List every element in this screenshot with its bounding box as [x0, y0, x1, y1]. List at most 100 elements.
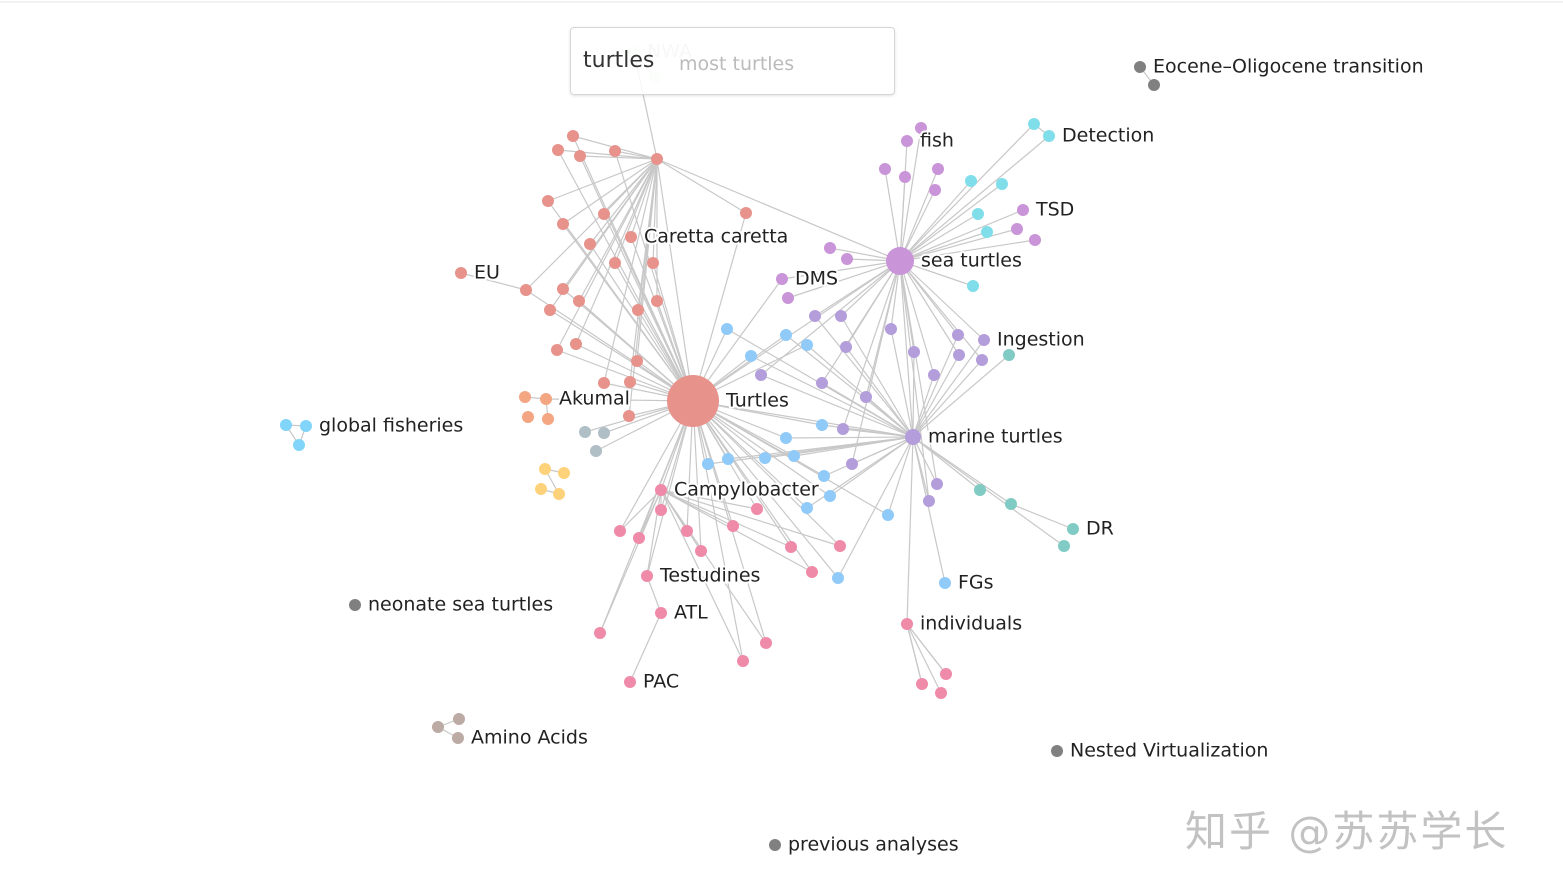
labeled-node[interactable]	[540, 393, 552, 405]
labeled-node[interactable]	[655, 484, 667, 496]
node[interactable]	[953, 349, 965, 361]
node[interactable]	[552, 144, 564, 156]
node[interactable]	[702, 458, 714, 470]
node[interactable]	[553, 488, 565, 500]
node[interactable]	[584, 238, 596, 250]
labeled-node[interactable]	[1017, 204, 1029, 216]
labeled-node[interactable]	[624, 676, 636, 688]
node[interactable]	[280, 419, 292, 431]
node[interactable]	[935, 687, 947, 699]
node[interactable]	[801, 339, 813, 351]
node-label[interactable]: Nested Virtualization	[1068, 738, 1270, 764]
node[interactable]	[535, 483, 547, 495]
node[interactable]	[806, 566, 818, 578]
search-suggestion[interactable]: most turtles	[679, 53, 795, 75]
node-label[interactable]: ATL	[672, 600, 710, 626]
node[interactable]	[598, 377, 610, 389]
node[interactable]	[837, 423, 849, 435]
node-label[interactable]: Detection	[1060, 123, 1156, 149]
node[interactable]	[834, 540, 846, 552]
node[interactable]	[737, 655, 749, 667]
node-label[interactable]: sea turtles	[919, 248, 1024, 274]
node[interactable]	[818, 470, 830, 482]
node-label[interactable]: PAC	[641, 669, 681, 695]
node[interactable]	[570, 338, 582, 350]
labeled-node[interactable]	[455, 267, 467, 279]
node[interactable]	[916, 678, 928, 690]
labeled-node[interactable]	[300, 420, 312, 432]
node[interactable]	[623, 410, 635, 422]
node[interactable]	[557, 283, 569, 295]
node[interactable]	[801, 502, 813, 514]
node[interactable]	[579, 426, 591, 438]
node-label[interactable]: Testudines	[657, 563, 762, 589]
node[interactable]	[651, 153, 663, 165]
node[interactable]	[573, 295, 585, 307]
node[interactable]	[824, 490, 836, 502]
node[interactable]	[1148, 79, 1160, 91]
node[interactable]	[835, 310, 847, 322]
node[interactable]	[932, 163, 944, 175]
labeled-node[interactable]	[901, 618, 913, 630]
labeled-node[interactable]	[655, 607, 667, 619]
node[interactable]	[824, 242, 836, 254]
node[interactable]	[1011, 223, 1023, 235]
node-label[interactable]: Eocene–Oligocene transition	[1151, 54, 1426, 80]
labeled-node[interactable]	[978, 334, 990, 346]
node[interactable]	[520, 284, 532, 296]
node[interactable]	[1058, 540, 1070, 552]
node-label[interactable]: FGs	[956, 570, 996, 596]
labeled-node[interactable]	[886, 247, 914, 275]
node[interactable]	[952, 329, 964, 341]
node[interactable]	[788, 450, 800, 462]
labeled-node[interactable]	[625, 231, 637, 243]
node-label[interactable]: DR	[1084, 516, 1116, 542]
labeled-node[interactable]	[452, 732, 464, 744]
node[interactable]	[908, 346, 920, 358]
node[interactable]	[1029, 234, 1041, 246]
node[interactable]	[981, 226, 993, 238]
search-box[interactable]: turtles most turtles	[570, 27, 895, 95]
node[interactable]	[542, 413, 554, 425]
node[interactable]	[727, 520, 739, 532]
node[interactable]	[923, 495, 935, 507]
node[interactable]	[567, 130, 579, 142]
node[interactable]	[632, 304, 644, 316]
node[interactable]	[832, 572, 844, 584]
node[interactable]	[760, 637, 772, 649]
labeled-node[interactable]	[349, 599, 361, 611]
node[interactable]	[929, 184, 941, 196]
node[interactable]	[751, 503, 763, 515]
labeled-node[interactable]	[776, 273, 788, 285]
node[interactable]	[293, 439, 305, 451]
node-label[interactable]: Ingestion	[995, 327, 1087, 353]
node-label[interactable]: neonate sea turtles	[366, 592, 555, 618]
node[interactable]	[840, 341, 852, 353]
node[interactable]	[782, 292, 794, 304]
labeled-node[interactable]	[905, 429, 921, 445]
node[interactable]	[594, 627, 606, 639]
node[interactable]	[974, 484, 986, 496]
node[interactable]	[544, 304, 556, 316]
node[interactable]	[755, 369, 767, 381]
node[interactable]	[972, 208, 984, 220]
node[interactable]	[609, 145, 621, 157]
labeled-node[interactable]	[1051, 745, 1063, 757]
node[interactable]	[780, 432, 792, 444]
node[interactable]	[655, 504, 667, 516]
search-query[interactable]: turtles	[583, 48, 655, 73]
node[interactable]	[453, 713, 465, 725]
node[interactable]	[780, 329, 792, 341]
node[interactable]	[816, 377, 828, 389]
node[interactable]	[558, 467, 570, 479]
node[interactable]	[976, 354, 988, 366]
node[interactable]	[931, 478, 943, 490]
node[interactable]	[860, 391, 872, 403]
node[interactable]	[598, 208, 610, 220]
node[interactable]	[1003, 349, 1015, 361]
node-label[interactable]: DMS	[793, 266, 840, 292]
node[interactable]	[885, 323, 897, 335]
node[interactable]	[721, 323, 733, 335]
node[interactable]	[551, 344, 563, 356]
node[interactable]	[809, 310, 821, 322]
